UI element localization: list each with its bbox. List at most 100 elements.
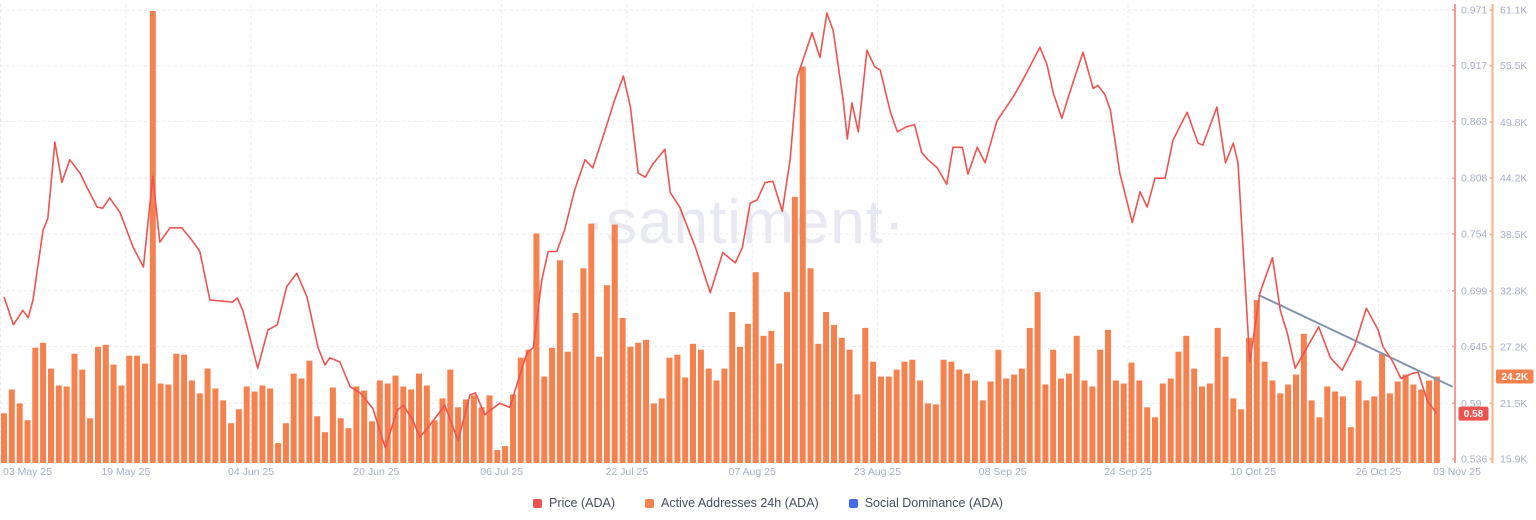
bar [815,343,822,463]
bar [329,387,336,463]
bar [1081,380,1088,463]
bar [447,369,454,463]
bar [1324,386,1331,463]
bar [259,385,266,463]
bar [603,285,610,463]
bar [423,385,430,463]
bar [267,388,274,463]
bar [1089,386,1096,463]
bar [1347,427,1354,463]
bar [431,420,438,463]
bar [204,368,211,463]
bar [196,393,203,463]
bar [885,376,892,463]
bar [971,380,978,463]
bar [932,404,939,463]
bar [345,428,352,463]
bar [533,233,540,463]
bar [658,398,665,463]
bar [1339,396,1346,463]
bar [760,335,767,463]
bar [635,342,642,463]
bar [1065,373,1072,463]
bar [1167,378,1174,463]
axis-tick-label: 0.699 [1461,285,1487,297]
bar [1253,300,1260,463]
axis-tick-label: 0.536 [1461,454,1487,466]
svg-text:0.58: 0.58 [1464,409,1484,420]
bar [314,416,321,463]
bar [705,368,712,463]
legend-item-social-dominance[interactable]: Social Dominance (ADA) [848,496,1003,510]
bar [1011,374,1018,463]
axis-tick-label: 0.917 [1461,60,1487,72]
bar [1152,417,1158,463]
bar [251,391,258,463]
bar [337,418,344,463]
social-dominance-series-label: Social Dominance (ADA) [864,496,1003,510]
bar [243,386,250,463]
axis-tick-label: 0.645 [1461,341,1487,353]
bar [494,450,501,463]
bar [510,394,516,463]
bar [611,224,618,463]
price-line[interactable] [3,12,1438,449]
bar [1073,335,1080,463]
legend-item-active-addresses[interactable]: Active Addresses 24h (ADA) [645,496,819,510]
bar [32,347,39,463]
bar [126,355,133,463]
bar [275,443,282,463]
active-addresses-bars[interactable] [1,11,1440,464]
bar [721,368,728,463]
social-dominance-series-swatch [848,498,858,508]
x-axis-tick-label: 06 Jul 25 [480,466,523,478]
bar [463,399,469,463]
legend-item-price[interactable]: Price (ADA) [533,496,615,510]
bar [517,357,524,463]
bar [95,346,101,464]
bar [1058,378,1064,463]
bar [525,349,532,463]
active-addresses-series-label: Active Addresses 24h (ADA) [661,496,819,510]
bar [110,364,117,463]
bar [893,369,900,463]
bar [290,373,297,463]
bar [846,349,853,463]
bar [823,312,830,463]
bar [1269,380,1276,463]
bar [16,403,23,463]
bar [188,380,195,463]
bar [682,377,689,463]
bar [1112,380,1119,463]
bar [940,359,947,463]
bar [549,347,556,463]
bar [1308,400,1315,463]
bar [24,420,31,463]
bar [901,361,908,463]
bar [306,360,313,463]
bar [690,343,696,463]
bar [1214,327,1221,463]
bar [627,346,634,464]
bar [392,375,399,463]
axis-tick-label: 0.971 [1461,5,1487,17]
bar [141,363,148,463]
bar [118,385,125,463]
bar [752,272,759,463]
bar [173,353,180,463]
x-axis-tick-label: 20 Jun 25 [353,466,399,478]
bar [79,369,86,463]
bar [924,403,931,463]
price-current-badge: 0.58 [1458,406,1489,421]
axis-tick-label: 15.9K [1500,454,1527,466]
bar [439,398,446,463]
bar [102,344,109,463]
svg-text:·santiment·: ·santiment· [584,188,905,257]
bar [322,432,328,463]
x-axis-tick-label: 19 May 25 [101,466,150,478]
bar [149,11,156,463]
bar [40,342,47,463]
bar [408,389,415,463]
